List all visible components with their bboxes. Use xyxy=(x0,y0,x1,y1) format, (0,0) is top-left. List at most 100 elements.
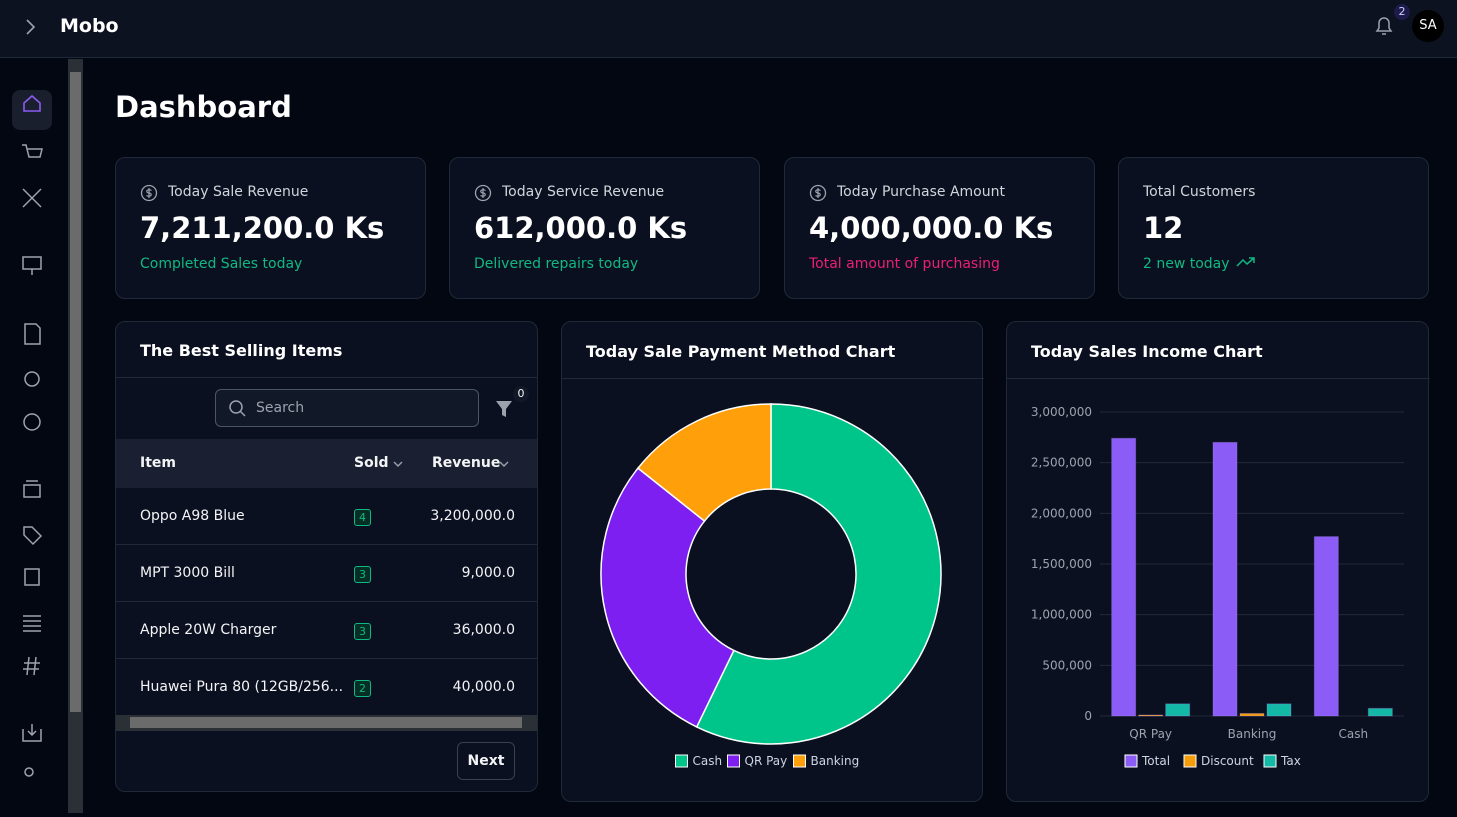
item-name: Oppo A98 Blue xyxy=(140,508,245,524)
item-name: Apple 20W Charger xyxy=(140,622,277,638)
stat-label: Total Customers xyxy=(1143,184,1256,200)
trend-icon xyxy=(1236,257,1255,267)
y-tick-label: 2,500,000 xyxy=(1031,456,1092,470)
sidebar-icons xyxy=(12,90,52,777)
x-tick-label: Cash xyxy=(1339,727,1369,741)
bar xyxy=(1239,712,1265,717)
nav-list[interactable] xyxy=(23,615,41,632)
nav-cart[interactable] xyxy=(22,144,43,158)
table-row: Apple 20W Charger 3 36,000.0 xyxy=(116,602,537,659)
search-placeholder: Search xyxy=(256,400,305,416)
avatar[interactable]: SA xyxy=(1412,10,1444,42)
nav-hash[interactable] xyxy=(23,656,40,676)
item-name: MPT 3000 Bill xyxy=(140,565,235,581)
stat-note: 2 new today xyxy=(1143,256,1256,272)
legend-swatch xyxy=(675,754,688,768)
stat-note: Total amount of purchasing xyxy=(809,256,1000,272)
bar xyxy=(1138,714,1164,717)
filter-count: 0 xyxy=(513,386,529,402)
sold-badge: 4 xyxy=(354,509,371,526)
revenue: 9,000.0 xyxy=(461,565,515,581)
best-selling-panel: The Best Selling Items Search 0 Item Sol… xyxy=(115,321,538,792)
panel-title: Today Sales Income Chart xyxy=(1031,342,1263,361)
y-tick-label: 1,000,000 xyxy=(1031,608,1092,622)
bar xyxy=(1212,441,1238,717)
h-scrollbar[interactable] xyxy=(116,715,537,731)
legend-label: Discount xyxy=(1201,754,1254,768)
filter-button[interactable] xyxy=(494,398,514,420)
stat-label: Today Service Revenue xyxy=(502,184,665,200)
nav-inbox[interactable] xyxy=(22,724,42,742)
search-box[interactable]: Search xyxy=(215,389,479,427)
legend-label: QR Pay xyxy=(745,754,788,768)
legend-swatch xyxy=(793,754,806,768)
bar xyxy=(1313,536,1339,717)
legend-label: Cash xyxy=(693,754,723,768)
nav-box[interactable] xyxy=(23,480,41,498)
stat-card: Total Customers 12 2 new today xyxy=(1118,157,1429,299)
pie-slice xyxy=(600,467,735,728)
nav-user[interactable] xyxy=(23,413,41,431)
legend-label: Tax xyxy=(1280,754,1301,768)
legend-label: Banking xyxy=(811,754,860,768)
nav-tools[interactable] xyxy=(22,188,42,208)
nav-bookmark[interactable] xyxy=(24,568,40,586)
panel-title: The Best Selling Items xyxy=(140,341,343,360)
active-nav[interactable] xyxy=(12,90,52,130)
stat-card: Today Purchase Amount 4,000,000.0 Ks Total… xyxy=(784,157,1095,299)
scroll-thumb[interactable] xyxy=(70,72,81,712)
pie-slice xyxy=(636,403,772,523)
sidebar-toggle[interactable] xyxy=(22,17,38,37)
notification-bell[interactable] xyxy=(1373,14,1395,38)
dollar-icon xyxy=(809,184,827,202)
bar xyxy=(1165,703,1191,717)
dollar-icon xyxy=(474,184,492,202)
y-tick-label: 500,000 xyxy=(1042,658,1092,672)
stat-card: Today Service Revenue 612,000.0 Ks Deliver… xyxy=(449,157,760,299)
column-header[interactable]: Item xyxy=(140,455,176,471)
stat-value: 12 xyxy=(1143,211,1184,245)
pie-slice xyxy=(695,403,942,745)
revenue: 36,000.0 xyxy=(452,622,515,638)
stat-note: Delivered repairs today xyxy=(474,256,639,272)
sold-badge: 3 xyxy=(354,566,371,583)
nav-home[interactable] xyxy=(23,94,41,112)
nav-invoice[interactable] xyxy=(24,323,41,345)
sold-badge: 3 xyxy=(354,623,371,640)
legend-swatch xyxy=(1124,754,1138,768)
notification-count: 2 xyxy=(1394,4,1410,20)
stat-label: Today Purchase Amount xyxy=(837,184,1005,200)
stat-value: 612,000.0 Ks xyxy=(474,211,688,245)
table-header: Item Sold Revenue xyxy=(116,439,537,488)
legend-swatch xyxy=(1263,754,1277,768)
topbar: Mobo 2 SA xyxy=(0,0,1457,58)
table-row: MPT 3000 Bill 3 9,000.0 xyxy=(116,545,537,602)
nav-reports[interactable] xyxy=(22,256,42,275)
y-tick-label: 3,000,000 xyxy=(1031,405,1092,419)
revenue: 3,200,000.0 xyxy=(430,508,515,524)
page-title: Dashboard xyxy=(115,90,292,124)
nav-tags[interactable] xyxy=(23,526,43,546)
column-header[interactable]: Sold xyxy=(354,455,389,471)
x-tick-label: Banking xyxy=(1228,727,1277,741)
sidebar xyxy=(0,59,68,813)
brand: Mobo xyxy=(60,15,119,37)
bar xyxy=(1367,707,1393,717)
panel-title: Today Sale Payment Method Chart xyxy=(586,342,896,361)
column-header[interactable]: Revenue xyxy=(432,455,501,471)
stat-value: 7,211,200.0 Ks xyxy=(140,211,385,245)
legend-swatch xyxy=(1183,754,1197,768)
nav-users[interactable] xyxy=(24,767,34,777)
bar xyxy=(1266,703,1292,717)
table-row: Oppo A98 Blue 4 3,200,000.0 xyxy=(116,488,537,545)
legend-label: Total xyxy=(1141,754,1170,768)
y-tick-label: 0 xyxy=(1084,709,1092,723)
y-tick-label: 1,500,000 xyxy=(1031,557,1092,571)
next-button[interactable]: Next xyxy=(457,742,515,780)
nav-bugs[interactable] xyxy=(24,371,40,387)
x-tick-label: QR Pay xyxy=(1129,727,1172,741)
bar xyxy=(1111,437,1137,717)
revenue: 40,000.0 xyxy=(452,679,515,695)
